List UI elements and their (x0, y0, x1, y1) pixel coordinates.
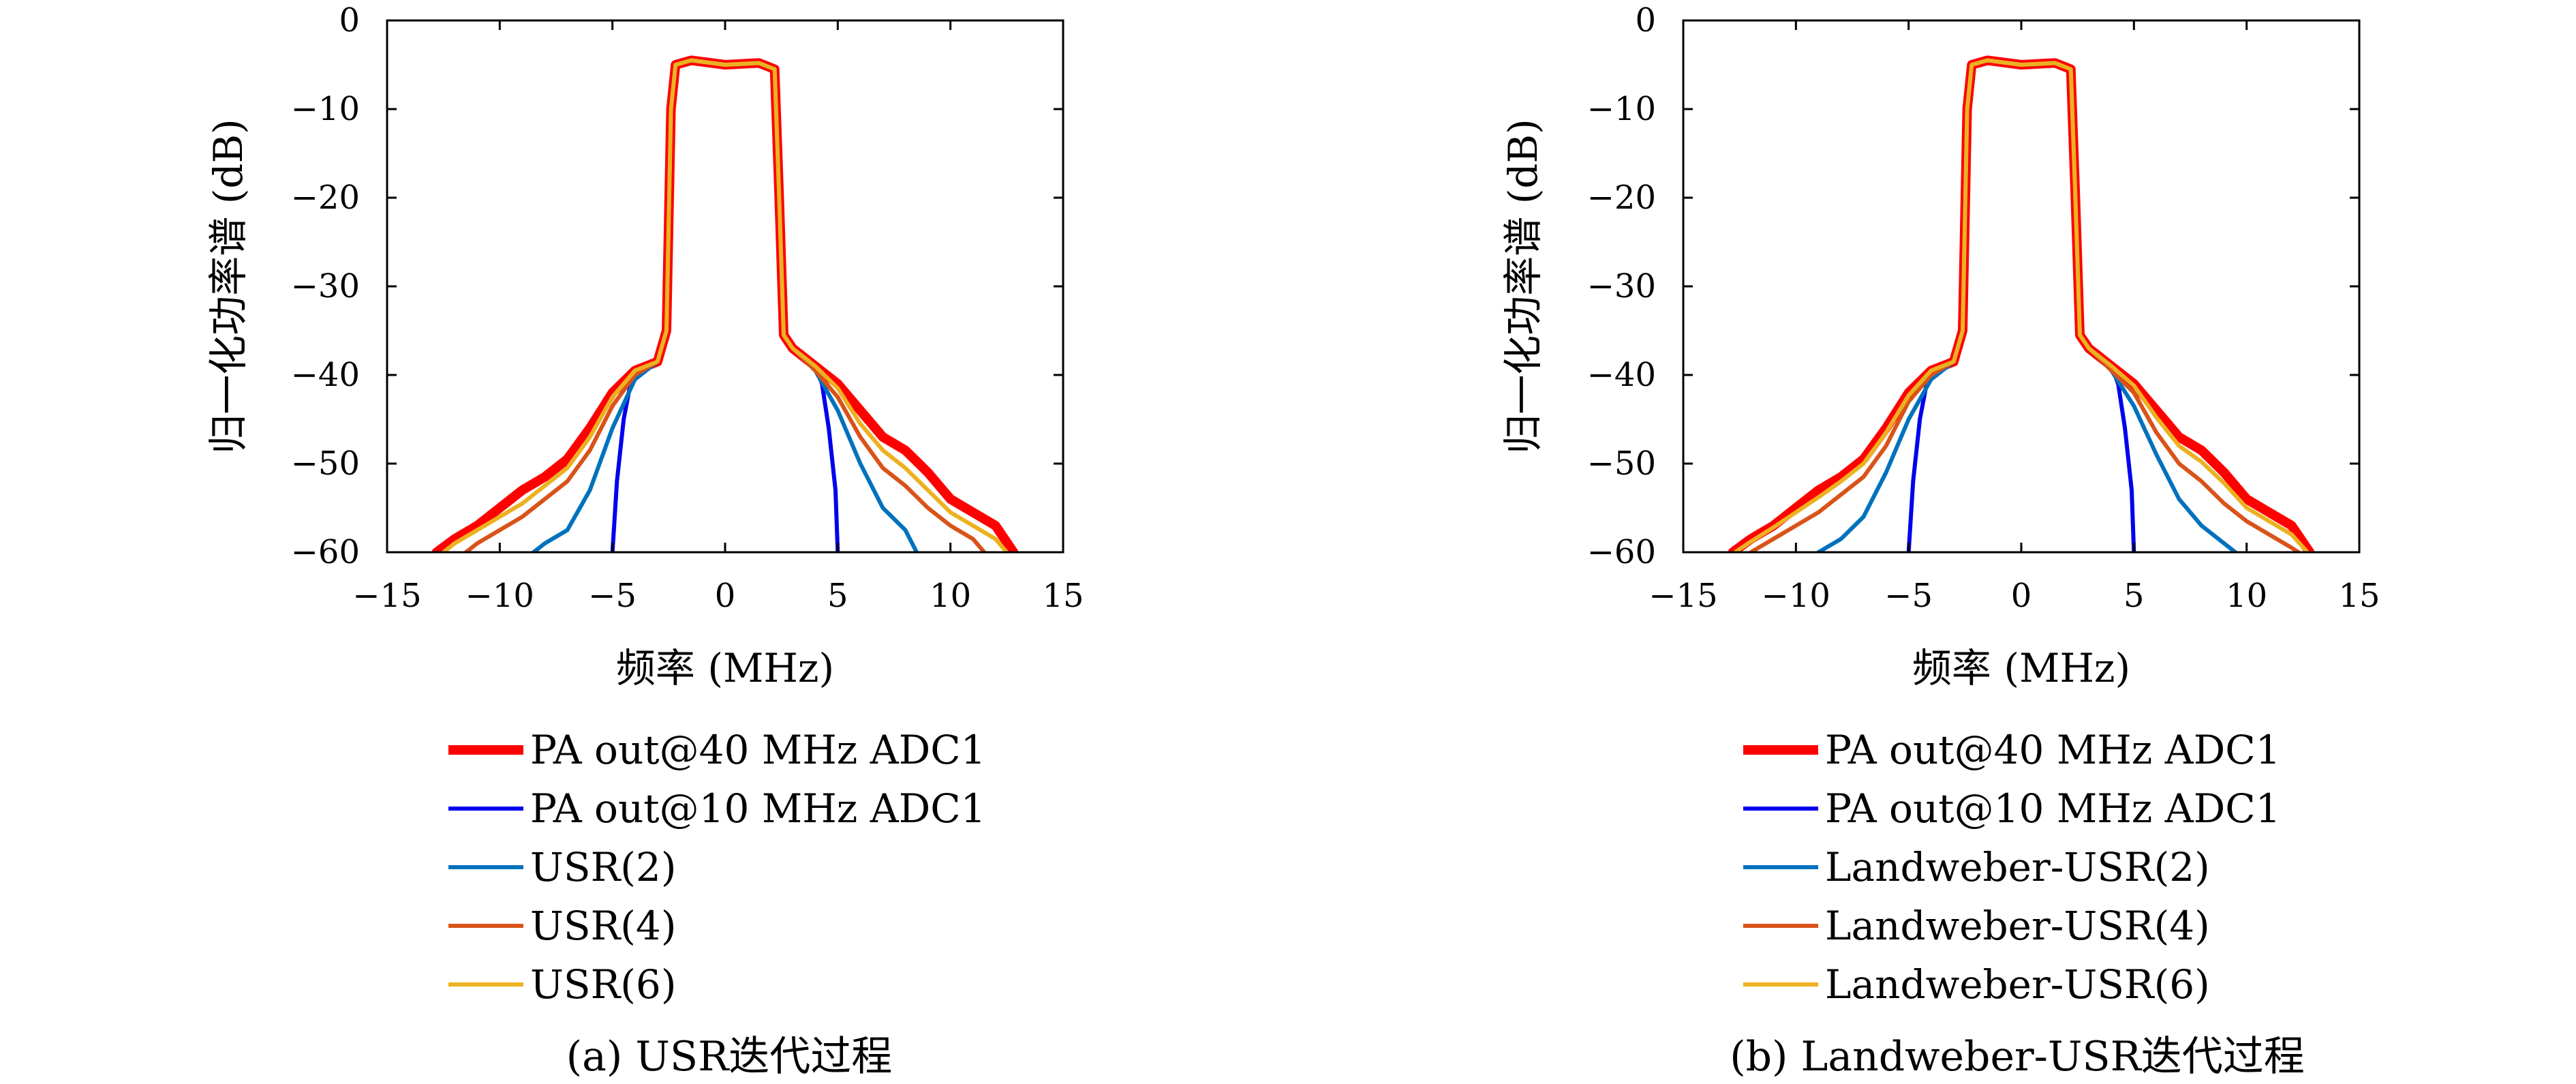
panel-a-xlabel: 频率 (MHz) (616, 645, 834, 691)
panel-a-legend-label-2: USR(2) (530, 844, 676, 890)
panel-a: −15 −10 −5 0 5 10 150−10−20−30−40−50−60 归一化功率谱… (205, 1, 1084, 1081)
panel-a-series-line-4 (441, 58, 1009, 552)
panel-a-caption: (a) USR迭代过程 (566, 1033, 893, 1081)
panel-a-xtick-label: 5 (827, 577, 848, 615)
panel-b-legend: PA out@40 MHz ADC1 PA out@10 MHz ADC1 Land… (1743, 727, 2280, 1008)
panel-a-legend-label-4: USR(6) (530, 961, 676, 1008)
panel-b-ticks: −15 −10 −5 0 5 10 150−10−20−30−40−50−60 (1587, 1, 2380, 615)
panel-a-series-line-2 (531, 58, 919, 552)
panel-b-xtick-label: 5 (2123, 577, 2145, 615)
panel-b: −15 −10 −5 0 5 10 150−10−20−30−40−50−60 归一化功率谱… (1500, 1, 2380, 1081)
panel-a-xtick-label: −10 (465, 577, 534, 615)
panel-b-ytick-label: −30 (1587, 267, 1656, 305)
panel-a-ticks: −15 −10 −5 0 5 10 150−10−20−30−40−50−60 (291, 1, 1084, 615)
panel-a-series-line-0 (431, 55, 1019, 552)
panel-a-legend: PA out@40 MHz ADC1 PA out@10 MHz ADC1 USR(… (448, 727, 985, 1008)
panel-b-ytick-label: −40 (1587, 356, 1656, 394)
panel-a-xtick-label: 10 (930, 577, 971, 615)
panel-a-ytick-label: −50 (291, 445, 360, 483)
panel-b-series-line-0 (1728, 55, 2315, 552)
panel-a-legend-label-0: PA out@40 MHz ADC1 (530, 727, 985, 773)
panel-b-xtick-label: −10 (1762, 577, 1830, 615)
panel-a-ytick-label: −40 (291, 356, 360, 394)
panel-a-legend-label-1: PA out@10 MHz ADC1 (530, 785, 985, 832)
panel-a-ytick-label: −10 (291, 90, 360, 128)
panel-b-ytick-label: −60 (1587, 533, 1656, 571)
panel-b-axes-box (1682, 19, 2361, 554)
panel-b-series-line-1 (1906, 58, 2136, 552)
panel-b-legend-label-3: Landweber-USR(4) (1825, 903, 2210, 949)
panel-a-xtick-label: −5 (588, 577, 637, 615)
panel-b-xtick-label: 15 (2338, 577, 2380, 615)
panel-b-xtick-label: −15 (1649, 577, 1717, 615)
panel-a-ytick-label: −20 (291, 179, 360, 217)
panel-a-series-line-1 (610, 58, 840, 552)
panel-a-axes-box (386, 19, 1064, 554)
panel-a-plot-lines (431, 55, 1019, 552)
panel-b-xtick-label: 0 (2011, 577, 2032, 615)
panel-a-xtick-label: 15 (1042, 577, 1084, 615)
panel-b-plot-lines (1728, 55, 2315, 552)
panel-a-ylabel: 归一化功率谱 (dB) (205, 119, 251, 453)
panel-b-ytick-label: −10 (1587, 90, 1656, 128)
panel-b-caption: (b) Landweber-USR迭代过程 (1730, 1033, 2305, 1081)
panel-a-legend-label-3: USR(4) (530, 903, 676, 949)
panel-b-legend-label-0: PA out@40 MHz ADC1 (1825, 727, 2280, 773)
panel-a-ytick-label: −30 (291, 267, 360, 305)
panel-a-xtick-label: 0 (715, 577, 736, 615)
panel-b-legend-label-1: PA out@10 MHz ADC1 (1825, 785, 2280, 832)
panel-b-legend-label-2: Landweber-USR(2) (1825, 844, 2210, 890)
panel-a-ytick-label: −60 (291, 533, 360, 571)
panel-b-ylabel: 归一化功率谱 (dB) (1500, 119, 1546, 453)
panel-b-legend-label-4: Landweber-USR(6) (1825, 961, 2210, 1008)
panel-b-xtick-label: −5 (1884, 577, 1933, 615)
panel-b-series-line-4 (1733, 58, 2310, 552)
panel-b-xlabel: 频率 (MHz) (1912, 645, 2130, 691)
panel-a-xtick-label: −15 (352, 577, 421, 615)
panel-b-ytick-label: 0 (1635, 1, 1656, 40)
panel-b-ytick-label: −50 (1587, 445, 1656, 483)
panel-b-series-line-2 (1816, 58, 2238, 552)
panel-b-xtick-label: 10 (2226, 577, 2267, 615)
panel-a-ytick-label: 0 (339, 1, 360, 40)
panel-b-ytick-label: −20 (1587, 179, 1656, 217)
